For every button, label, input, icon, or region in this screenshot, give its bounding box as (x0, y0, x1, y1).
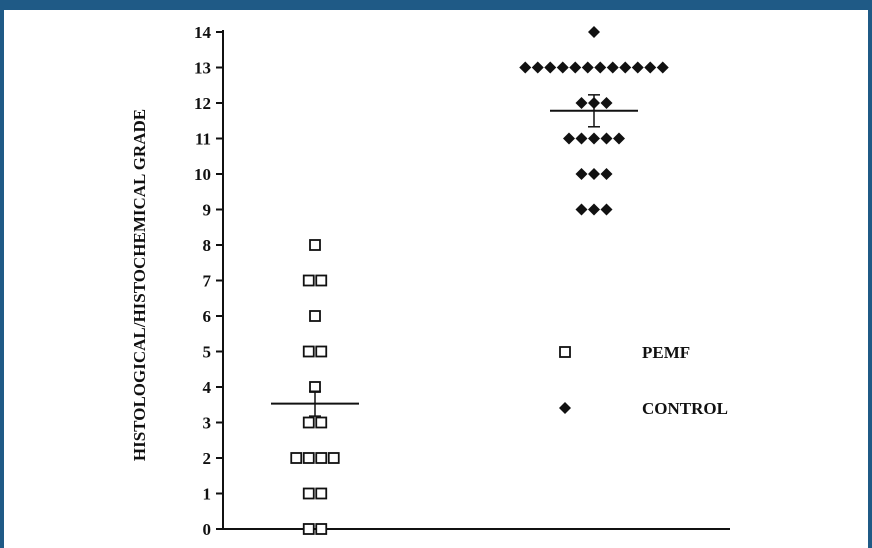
control-point (631, 61, 644, 74)
pemf-point (315, 345, 328, 358)
pemf-point (315, 487, 328, 500)
y-tick-label: 7 (203, 272, 212, 291)
y-tick-label: 0 (203, 520, 212, 539)
control-point (563, 132, 575, 145)
pemf-point (315, 274, 328, 287)
pemf-point (315, 416, 328, 429)
pemf-point (290, 452, 303, 464)
y-tick-label: 10 (194, 165, 211, 184)
control-point (600, 203, 613, 216)
y-tick-label: 12 (194, 94, 211, 113)
control-point (556, 61, 569, 74)
control-point (588, 26, 600, 38)
pemf-point (302, 487, 315, 500)
figure-header-bar (0, 0, 872, 10)
control-point (613, 132, 625, 145)
control-point (588, 168, 600, 180)
control-point (588, 203, 600, 216)
control-point (594, 61, 607, 74)
control-point (606, 61, 619, 74)
control-point (531, 61, 544, 74)
control-point (619, 61, 632, 74)
control-point (569, 61, 582, 74)
data-points (290, 26, 669, 535)
control-point (644, 61, 657, 74)
y-tick-label: 11 (195, 130, 211, 149)
y-tick-label: 4 (203, 378, 212, 397)
control-point (575, 168, 588, 180)
figure-right-border (868, 0, 872, 548)
pemf-point (309, 381, 321, 393)
y-axis-label: HISTOLOGICAL/HISTOCHEMICAL GRADE (130, 109, 149, 461)
control-point (600, 132, 613, 145)
control-point (544, 61, 557, 74)
y-tick-label: 3 (203, 414, 212, 433)
figure-left-border (0, 0, 4, 548)
pemf-point (302, 523, 315, 535)
y-tick-label: 6 (203, 307, 212, 326)
y-tick-label: 2 (203, 449, 212, 468)
chart-legend: PEMF CONTROL (559, 343, 728, 418)
pemf-point (302, 416, 315, 429)
control-point (575, 132, 588, 145)
control-legend-label: CONTROL (642, 399, 728, 418)
control-point (519, 61, 532, 74)
pemf-legend-label: PEMF (642, 343, 690, 362)
pemf-point (309, 239, 321, 251)
pemf-point (315, 452, 328, 464)
y-tick-label: 13 (194, 59, 211, 78)
control-point (588, 132, 600, 145)
pemf-point (315, 523, 328, 535)
control-point (600, 168, 613, 180)
pemf-point (302, 274, 315, 287)
y-tick-label: 9 (203, 201, 212, 220)
control-point (575, 97, 588, 109)
control-legend-marker (559, 402, 571, 414)
mean-sem-bars (271, 94, 638, 417)
control-point (575, 203, 588, 216)
pemf-point (302, 345, 315, 358)
pemf-legend-marker (559, 346, 571, 358)
pemf-point (327, 452, 340, 464)
control-point (581, 61, 594, 74)
y-tick-label: 5 (203, 343, 212, 362)
pemf-point (302, 452, 315, 464)
control-point (656, 61, 669, 74)
y-tick-label: 14 (194, 23, 212, 42)
control-point (600, 97, 613, 109)
y-tick-label: 1 (203, 485, 212, 504)
y-tick-label: 8 (203, 236, 212, 255)
pemf-point (309, 310, 321, 322)
